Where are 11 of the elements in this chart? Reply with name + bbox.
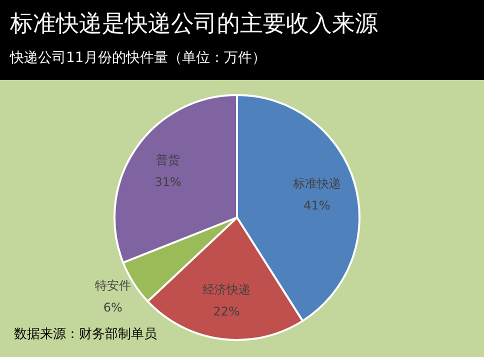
slice-label: 标准快递 xyxy=(292,176,341,190)
slice-label: 特安件 xyxy=(94,278,131,292)
slice-label: 经济快递 xyxy=(202,282,251,296)
data-label: 41% xyxy=(304,198,330,212)
source-note: 数据来源：财务部制单员 xyxy=(14,326,157,343)
data-label: 31% xyxy=(154,174,182,189)
slice-label: 普货 xyxy=(156,152,180,167)
data-label: 6% xyxy=(103,300,122,314)
data-label: 22% xyxy=(213,304,240,318)
chart-title: 标准快递是快递公司的主要收入来源 xyxy=(10,10,379,39)
chart-subtitle: 快递公司11月份的快件量（单位：万件） xyxy=(10,49,267,68)
